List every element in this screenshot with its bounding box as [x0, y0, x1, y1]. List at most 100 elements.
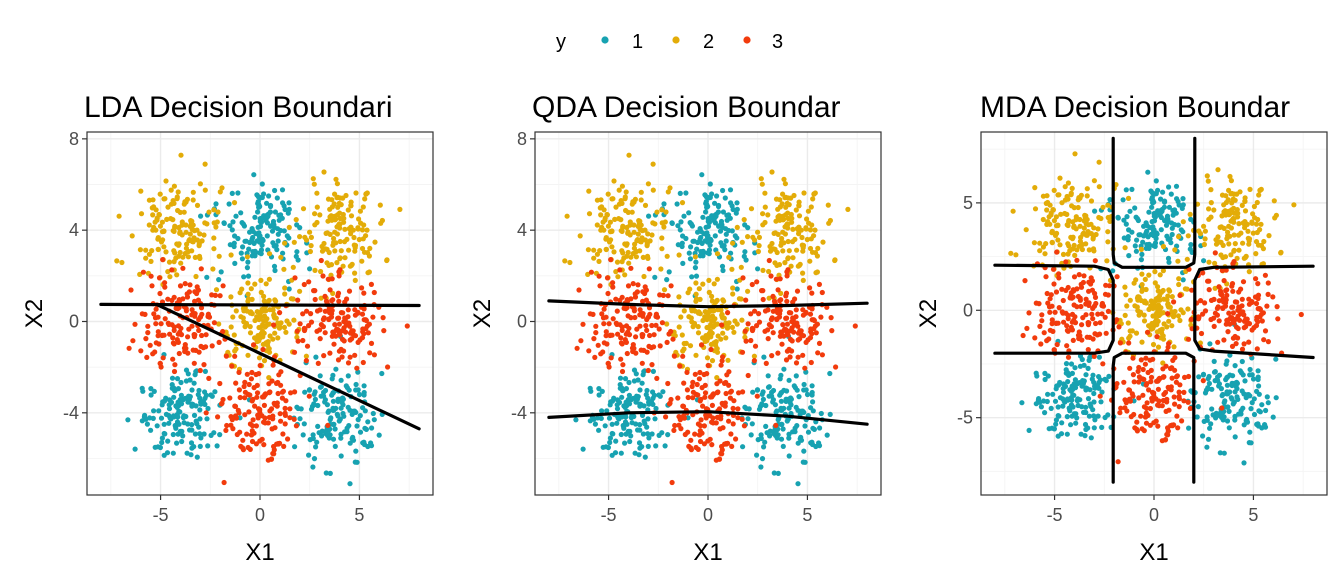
data-point-class-2	[782, 260, 788, 266]
data-point-class-2	[185, 254, 191, 260]
data-point-class-3	[317, 327, 323, 333]
data-point-class-1	[231, 240, 237, 246]
data-point-class-1	[345, 404, 351, 410]
data-point-class-3	[130, 338, 136, 344]
data-point-class-2	[284, 318, 290, 324]
data-point-class-1	[627, 428, 633, 434]
data-point-class-2	[1165, 293, 1171, 299]
data-point-class-1	[1083, 409, 1089, 416]
x-tick-label: -5	[1047, 505, 1063, 525]
data-point-class-2	[1234, 255, 1240, 261]
data-point-class-2	[679, 200, 686, 206]
data-point-class-2	[1221, 202, 1227, 208]
data-point-class-2	[616, 216, 622, 222]
data-point-class-1	[1207, 341, 1213, 347]
data-point-class-2	[1157, 272, 1163, 278]
data-point-class-2	[785, 238, 791, 245]
data-point-class-1	[648, 398, 655, 404]
data-point-class-3	[242, 412, 248, 418]
data-point-class-1	[1091, 425, 1097, 431]
data-point-class-3	[1174, 413, 1180, 419]
data-point-class-2	[788, 211, 794, 218]
data-point-class-3	[604, 275, 611, 281]
data-point-class-3	[1260, 310, 1266, 316]
data-point-class-3	[249, 428, 255, 434]
data-point-class-2	[180, 254, 186, 260]
x-axis-title: X1	[1139, 539, 1168, 566]
data-point-class-2	[245, 280, 251, 286]
data-point-class-2	[176, 253, 182, 259]
data-point-class-1	[186, 393, 192, 399]
data-point-class-1	[1166, 259, 1172, 265]
data-point-class-3	[295, 338, 301, 344]
data-point-class-2	[176, 224, 182, 231]
data-point-class-1	[230, 219, 236, 225]
data-point-class-1	[780, 426, 786, 432]
data-point-class-3	[787, 354, 793, 360]
data-point-class-3	[360, 359, 366, 366]
data-point-class-2	[739, 317, 745, 323]
data-point-class-3	[198, 305, 205, 311]
data-point-class-1	[197, 431, 203, 437]
data-point-class-3	[599, 311, 605, 317]
data-point-class-1	[1202, 390, 1209, 396]
data-point-class-2	[756, 234, 763, 240]
data-point-class-2	[175, 189, 181, 195]
data-point-class-3	[780, 322, 786, 328]
data-point-class-3	[640, 298, 646, 304]
data-point-class-1	[763, 423, 769, 429]
data-point-class-3	[148, 273, 154, 279]
data-point-class-2	[1040, 216, 1046, 223]
y-tick-label: 4	[69, 220, 79, 240]
data-point-class-3	[300, 311, 306, 317]
data-point-class-3	[591, 336, 597, 342]
data-point-class-3	[1219, 267, 1225, 274]
data-point-class-1	[239, 256, 245, 262]
data-point-class-1	[252, 248, 258, 254]
data-point-class-2	[609, 244, 615, 250]
data-point-class-1	[632, 450, 638, 456]
data-point-class-1	[1205, 385, 1211, 391]
data-point-class-1	[754, 452, 760, 458]
data-point-class-1	[1205, 436, 1212, 442]
data-point-class-3	[1241, 341, 1247, 347]
data-point-class-3	[203, 410, 209, 416]
data-point-class-1	[638, 401, 644, 407]
data-point-class-2	[627, 219, 633, 225]
data-point-class-1	[188, 440, 195, 446]
data-point-class-1	[1056, 413, 1062, 419]
data-point-class-1	[1102, 414, 1108, 421]
data-point-class-3	[597, 283, 603, 289]
data-point-class-1	[1255, 368, 1261, 374]
data-point-class-2	[1253, 221, 1260, 227]
data-point-class-2	[1141, 318, 1148, 324]
data-point-class-3	[700, 403, 706, 409]
data-point-class-1	[1166, 184, 1172, 190]
data-point-class-2	[616, 187, 622, 193]
data-point-class-2	[243, 321, 250, 327]
data-point-class-2	[631, 222, 637, 228]
data-point-class-2	[845, 206, 851, 212]
data-point-class-2	[359, 227, 366, 233]
data-point-class-1	[1248, 406, 1254, 412]
data-point-class-2	[1083, 232, 1089, 238]
data-point-class-2	[650, 187, 656, 193]
data-point-class-2	[1242, 219, 1248, 225]
data-point-class-2	[1169, 294, 1175, 300]
data-point-class-3	[1086, 279, 1092, 285]
data-point-class-3	[1224, 287, 1230, 293]
data-point-class-2	[372, 239, 378, 245]
data-point-class-2	[184, 241, 190, 247]
data-point-class-1	[810, 399, 816, 405]
data-point-class-1	[785, 396, 792, 402]
data-point-class-3	[1230, 310, 1236, 316]
data-point-class-3	[632, 291, 638, 297]
data-point-class-1	[724, 217, 730, 223]
data-point-class-1	[365, 419, 371, 425]
data-point-class-3	[754, 393, 760, 399]
data-point-class-2	[1143, 286, 1149, 293]
data-point-class-3	[1264, 303, 1270, 309]
data-point-class-1	[771, 470, 777, 476]
data-point-class-1	[712, 200, 718, 206]
data-point-class-3	[1253, 276, 1259, 282]
